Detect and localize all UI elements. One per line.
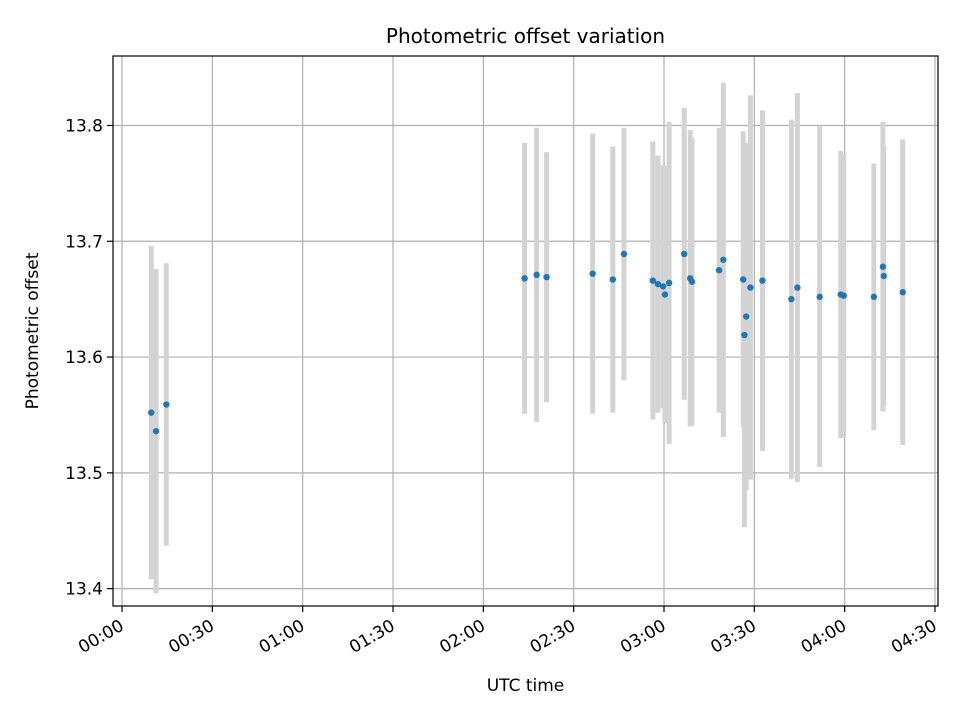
data-point bbox=[521, 275, 528, 282]
data-point bbox=[665, 279, 673, 287]
data-point bbox=[739, 276, 747, 283]
data-point bbox=[870, 293, 878, 301]
chart-title: Photometric offset variation bbox=[386, 24, 665, 48]
data-point bbox=[148, 409, 155, 416]
y-axis-ticks: 13.4 13.5 13.6 13.7 13.8 bbox=[65, 116, 113, 600]
data-point bbox=[715, 267, 723, 274]
data-point bbox=[659, 283, 667, 290]
y-axis-title: Photometric offset bbox=[23, 252, 43, 409]
data-point bbox=[649, 277, 657, 284]
data-point bbox=[788, 295, 795, 303]
data-points bbox=[148, 250, 906, 435]
y-tick-label: 13.5 bbox=[65, 464, 103, 484]
data-point bbox=[152, 427, 160, 435]
data-point bbox=[543, 273, 550, 281]
data-point bbox=[533, 271, 540, 279]
data-point bbox=[794, 284, 801, 291]
data-point bbox=[620, 250, 628, 258]
y-tick-label: 13.6 bbox=[65, 348, 103, 368]
data-point bbox=[589, 270, 596, 277]
data-point bbox=[680, 250, 688, 258]
data-point bbox=[880, 272, 888, 280]
data-point bbox=[879, 263, 887, 270]
data-point bbox=[661, 291, 669, 298]
data-point bbox=[654, 280, 662, 288]
data-point bbox=[899, 289, 906, 296]
data-point bbox=[609, 276, 617, 283]
data-point bbox=[688, 278, 696, 285]
data-point bbox=[743, 313, 750, 320]
plot-frame bbox=[112, 55, 939, 607]
data-point bbox=[840, 292, 847, 299]
y-tick-label: 13.8 bbox=[65, 116, 103, 136]
y-tick-label: 13.4 bbox=[65, 580, 103, 600]
data-point bbox=[741, 331, 748, 339]
data-point bbox=[720, 256, 727, 263]
y-tick-label: 13.7 bbox=[65, 232, 103, 252]
data-point bbox=[816, 293, 823, 301]
data-point bbox=[747, 284, 754, 291]
data-point bbox=[163, 401, 170, 408]
x-axis-title: UTC time bbox=[487, 676, 565, 696]
data-point bbox=[759, 277, 766, 284]
